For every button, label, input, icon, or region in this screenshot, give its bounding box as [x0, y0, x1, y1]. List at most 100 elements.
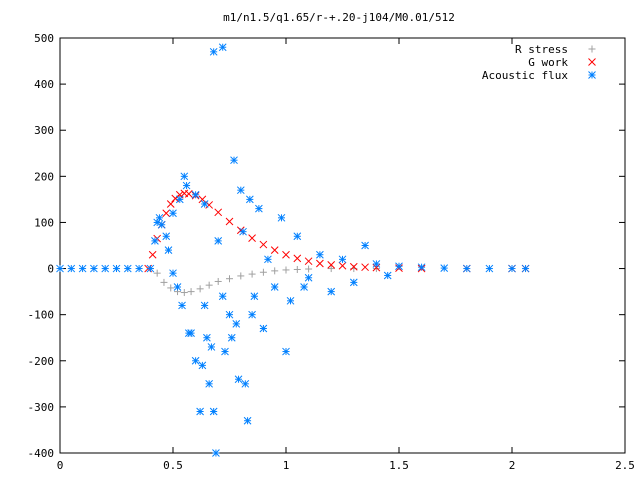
data-point: [169, 209, 177, 218]
legend-label: Acoustic flux: [482, 69, 568, 82]
data-point: [304, 273, 313, 282]
data-point: [225, 217, 234, 226]
y-tick-label: 200: [34, 170, 54, 183]
data-point: [508, 264, 516, 273]
data-point: [327, 265, 335, 273]
data-point: [164, 246, 173, 254]
legend-label: G work: [528, 56, 568, 69]
data-point: [214, 208, 223, 217]
x-tick-label: 0.5: [163, 459, 183, 472]
data-point: [248, 270, 256, 278]
x-tick-label: 1.5: [389, 459, 409, 472]
data-point: [162, 232, 171, 241]
data-point: [184, 190, 193, 198]
legend-marker: [588, 45, 596, 53]
data-point: [203, 333, 211, 342]
data-point: [196, 407, 204, 416]
data-point: [255, 204, 263, 213]
data-point: [264, 255, 272, 264]
y-tick-label: 100: [34, 216, 54, 229]
data-point: [56, 264, 64, 273]
data-point: [286, 296, 295, 305]
data-point: [293, 254, 302, 263]
data-point: [230, 156, 238, 165]
data-point: [226, 275, 233, 283]
data-point: [349, 278, 358, 287]
data-point: [316, 250, 324, 259]
data-point: [241, 379, 250, 388]
data-point: [485, 264, 494, 273]
legend-marker: [588, 58, 596, 66]
data-point: [67, 264, 76, 273]
data-point: [462, 264, 471, 273]
data-point: [200, 301, 209, 310]
data-point: [248, 234, 256, 242]
data-point: [521, 264, 530, 273]
legend-label: R stress: [515, 43, 568, 56]
data-point: [372, 260, 381, 268]
data-point: [372, 263, 381, 272]
data-point: [239, 227, 247, 236]
data-point: [259, 324, 268, 333]
data-point: [148, 250, 157, 259]
data-point: [180, 289, 188, 297]
data-point: [151, 237, 159, 245]
series-acoustic-flux: [56, 43, 530, 457]
data-point: [135, 264, 143, 273]
data-point: [191, 190, 200, 199]
data-point: [282, 347, 290, 356]
data-point: [282, 250, 290, 259]
data-point: [218, 292, 227, 301]
data-point: [205, 379, 214, 388]
y-tick-label: -300: [28, 401, 55, 414]
data-point: [361, 263, 369, 272]
data-point: [440, 264, 449, 272]
data-point: [171, 194, 180, 203]
x-tick-label: 2: [509, 459, 516, 472]
chart-title: m1/n1.5/q1.65/r-+.20-j104/M0.01/512: [223, 11, 455, 24]
data-point: [173, 283, 182, 291]
data-point: [209, 407, 218, 416]
y-tick-label: 0: [47, 263, 54, 276]
plot-frame: [59, 37, 626, 454]
x-tick-label: 1: [283, 459, 290, 472]
data-point: [232, 320, 241, 328]
data-point: [259, 268, 267, 276]
data-point: [178, 301, 186, 310]
data-point: [187, 329, 195, 337]
data-point: [293, 232, 302, 241]
data-point: [162, 209, 171, 218]
data-point: [160, 278, 168, 286]
data-point: [305, 265, 313, 273]
data-point: [383, 271, 392, 280]
data-point: [259, 240, 268, 249]
data-point: [214, 237, 223, 245]
data-point: [250, 292, 259, 301]
data-point: [101, 264, 110, 273]
data-point: [243, 416, 252, 425]
data-point: [153, 269, 161, 277]
data-point: [157, 220, 166, 229]
data-point: [198, 361, 207, 370]
data-point: [167, 284, 175, 292]
data-point: [277, 213, 286, 222]
data-point: [227, 333, 236, 342]
data-point: [207, 343, 216, 351]
data-point: [90, 264, 98, 273]
data-point: [300, 283, 308, 291]
data-point: [175, 195, 184, 204]
data-point: [338, 255, 347, 264]
data-point: [182, 181, 191, 190]
data-point: [78, 264, 87, 273]
y-tick-label: 500: [34, 32, 54, 45]
data-point: [225, 310, 234, 319]
data-point: [316, 259, 324, 268]
data-marks: [56, 43, 530, 457]
x-tick-label: 2.5: [615, 459, 635, 472]
data-point: [155, 213, 164, 222]
legend-marker: [588, 71, 596, 79]
x-tick-label: 0: [57, 459, 64, 472]
data-point: [271, 267, 279, 275]
